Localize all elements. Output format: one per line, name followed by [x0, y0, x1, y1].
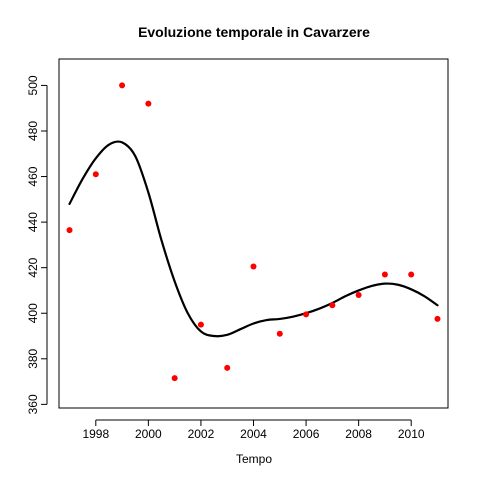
data-point — [66, 227, 73, 234]
data-point — [434, 315, 441, 322]
data-point — [197, 321, 204, 328]
data-point — [303, 311, 310, 318]
x-tick-label: 2004 — [240, 427, 267, 441]
x-tick-label: 2000 — [135, 427, 162, 441]
y-tick-label: 400 — [26, 303, 40, 323]
data-point — [250, 263, 257, 270]
data-point — [224, 364, 231, 371]
x-tick-label: 2008 — [345, 427, 372, 441]
y-tick-label: 420 — [26, 257, 40, 277]
data-point — [408, 271, 415, 278]
y-tick-label: 380 — [26, 348, 40, 368]
data-point — [355, 292, 362, 299]
data-point — [381, 271, 388, 278]
data-point — [329, 302, 336, 309]
y-tick-label: 460 — [26, 166, 40, 186]
y-axis: 360 380 400 420 440 460 480 500 — [26, 75, 48, 414]
plot-frame — [58, 58, 449, 409]
data-point — [119, 82, 126, 89]
data-point — [92, 171, 99, 178]
y-tick-label: 360 — [26, 394, 40, 414]
x-axis-label: Tempo — [236, 452, 272, 466]
x-tick-label: 2002 — [188, 427, 215, 441]
data-point — [145, 100, 152, 107]
x-tick-label: 1998 — [82, 427, 109, 441]
x-tick-label: 2006 — [293, 427, 320, 441]
trend-curve — [68, 140, 439, 338]
y-tick-label: 500 — [26, 75, 40, 95]
chart-title: Evoluzione temporale in Cavarzere — [138, 24, 370, 40]
y-tick-label: 480 — [26, 121, 40, 141]
data-point — [171, 375, 178, 382]
x-axis: 1998 2000 2002 2004 2006 2008 2010 — [82, 419, 425, 441]
plot-area — [66, 82, 441, 382]
x-tick-label: 2010 — [398, 427, 425, 441]
y-tick-label: 440 — [26, 212, 40, 232]
data-point — [276, 330, 283, 337]
